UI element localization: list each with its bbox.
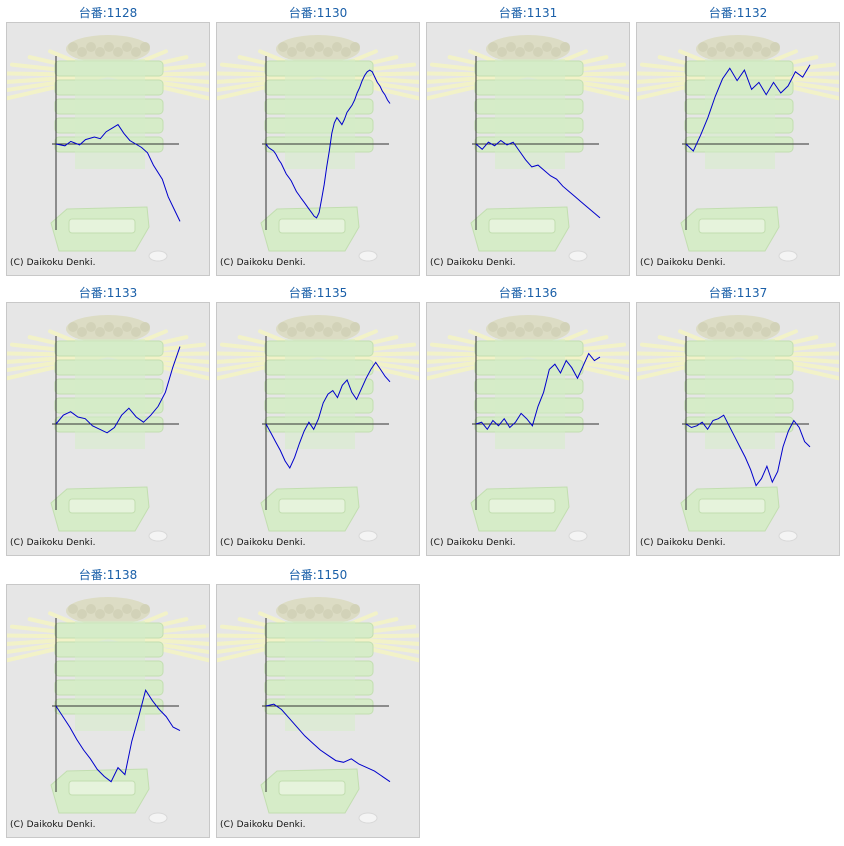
line-chart (7, 585, 209, 837)
chart-title-link[interactable]: 台番:1138 (78, 568, 138, 582)
copyright-text: (C) Daikoku Denki. (640, 538, 726, 548)
series-line (265, 361, 391, 470)
copyright-text: (C) Daikoku Denki. (10, 258, 96, 268)
chart-title-link[interactable]: 台番:1135 (288, 286, 348, 300)
line-chart (427, 303, 629, 555)
chart-card: 台番:1150 (C) Daikoku Denki. (216, 562, 420, 838)
machine-illustration (217, 23, 419, 275)
machine-illustration (7, 585, 209, 837)
chart-card: 台番:1135 (C) Daikoku Denki. (216, 280, 420, 556)
chart-card: 台番:1137 (C) Daikoku Denki. (636, 280, 840, 556)
chart-panel: (C) Daikoku Denki. (216, 302, 420, 556)
chart-title-link[interactable]: 台番:1150 (288, 568, 348, 582)
chart-title-link[interactable]: 台番:1128 (78, 6, 138, 20)
chart-title-link[interactable]: 台番:1137 (708, 286, 768, 300)
chart-title-link[interactable]: 台番:1130 (288, 6, 348, 20)
line-chart (217, 303, 419, 555)
copyright-text: (C) Daikoku Denki. (220, 538, 306, 548)
line-chart (217, 585, 419, 837)
line-chart (7, 303, 209, 555)
chart-title-link[interactable]: 台番:1133 (78, 286, 138, 300)
chart-panel: (C) Daikoku Denki. (426, 22, 630, 276)
series-line (475, 352, 601, 431)
chart-panel: (C) Daikoku Denki. (6, 584, 210, 838)
machine-illustration (427, 23, 629, 275)
series-line (55, 346, 181, 434)
copyright-text: (C) Daikoku Denki. (430, 538, 516, 548)
chart-card: 台番:1136 (C) Daikoku Denki. (426, 280, 630, 556)
chart-card: 台番:1130 (C) Daikoku Denki. (216, 0, 420, 276)
chart-title-link[interactable]: 台番:1132 (708, 6, 768, 20)
machine-illustration (7, 303, 209, 555)
machine-illustration (427, 303, 629, 555)
series-line (55, 688, 181, 783)
chart-panel: (C) Daikoku Denki. (636, 22, 840, 276)
machine-illustration (637, 303, 839, 555)
series-line (55, 123, 181, 222)
series-line (265, 69, 391, 219)
chart-title-link[interactable]: 台番:1136 (498, 286, 558, 300)
chart-panel: (C) Daikoku Denki. (216, 584, 420, 838)
copyright-text: (C) Daikoku Denki. (220, 820, 306, 830)
series-line (685, 64, 811, 152)
machine-illustration (637, 23, 839, 275)
copyright-text: (C) Daikoku Denki. (10, 820, 96, 830)
chart-panel: (C) Daikoku Denki. (636, 302, 840, 556)
line-chart (427, 23, 629, 275)
machine-illustration (7, 23, 209, 275)
copyright-text: (C) Daikoku Denki. (640, 258, 726, 268)
machine-illustration (217, 585, 419, 837)
copyright-text: (C) Daikoku Denki. (220, 258, 306, 268)
line-chart (217, 23, 419, 275)
chart-panel: (C) Daikoku Denki. (426, 302, 630, 556)
line-chart (7, 23, 209, 275)
chart-panel: (C) Daikoku Denki. (216, 22, 420, 276)
chart-card: 台番:1138 (C) Daikoku Denki. (6, 562, 210, 838)
line-chart (637, 303, 839, 555)
chart-title-link[interactable]: 台番:1131 (498, 6, 558, 20)
chart-card: 台番:1132 (C) Daikoku Denki. (636, 0, 840, 276)
line-chart (637, 23, 839, 275)
chart-card: 台番:1133 (C) Daikoku Denki. (6, 280, 210, 556)
machine-illustration (217, 303, 419, 555)
chart-panel: (C) Daikoku Denki. (6, 302, 210, 556)
series-line (265, 703, 391, 783)
copyright-text: (C) Daikoku Denki. (10, 538, 96, 548)
chart-card: 台番:1131 (C) Daikoku Denki. (426, 0, 630, 276)
chart-card: 台番:1128 (C) Daikoku Denki. (6, 0, 210, 276)
series-line (685, 414, 811, 487)
copyright-text: (C) Daikoku Denki. (430, 258, 516, 268)
series-line (475, 139, 601, 219)
chart-panel: (C) Daikoku Denki. (6, 22, 210, 276)
